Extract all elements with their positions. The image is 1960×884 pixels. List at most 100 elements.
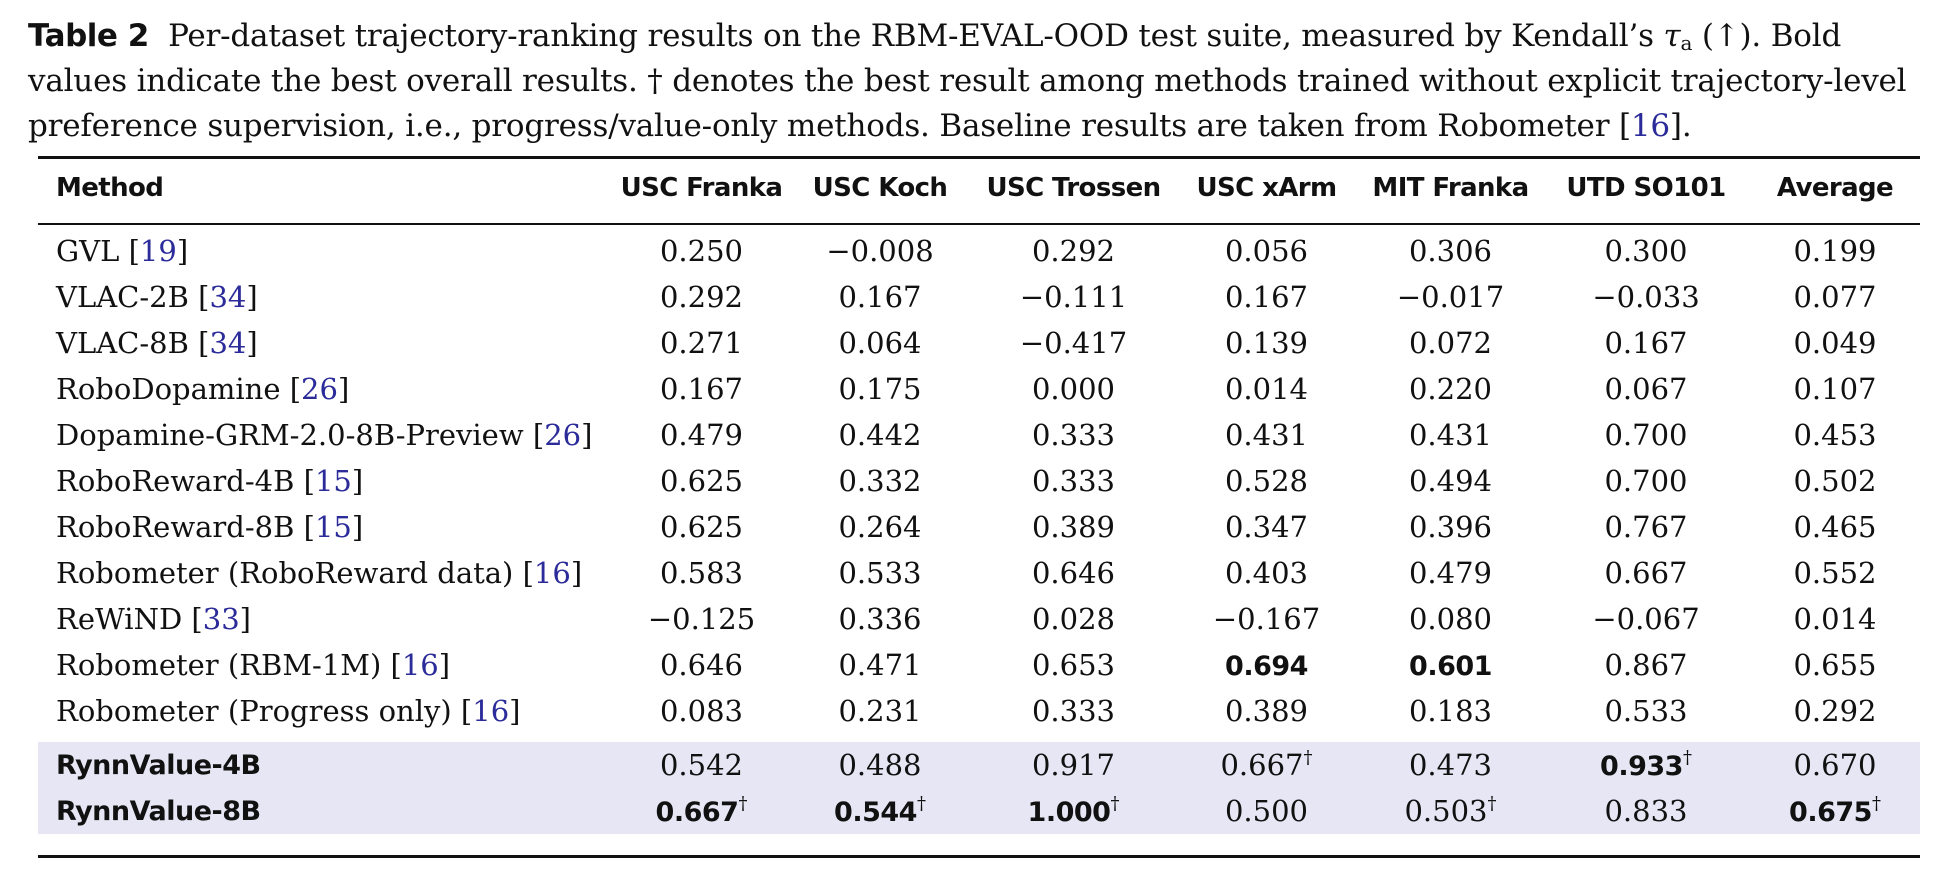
tau-subscript: a: [1680, 31, 1693, 55]
value: 0.453: [1793, 418, 1877, 452]
value-cell: 0.077: [1750, 274, 1920, 320]
dagger-mark: †: [1682, 747, 1692, 768]
value: 0.528: [1224, 464, 1309, 498]
value-cell: −0.033: [1542, 274, 1750, 320]
value: 0.583: [659, 556, 744, 590]
value: 0.389: [1224, 694, 1309, 728]
value: 0.306: [1408, 234, 1493, 268]
caption-label: Table 2: [28, 18, 149, 54]
value: −0.008: [826, 234, 934, 268]
value: 0.056: [1224, 234, 1309, 268]
value-cell: 0.601: [1359, 642, 1542, 688]
value-cell: 0.292: [1750, 688, 1920, 734]
method-name: RoboReward-8B: [56, 510, 295, 544]
value: 0.655: [1793, 648, 1877, 682]
value-cell: 0.000: [973, 366, 1174, 412]
table-row: Dopamine-GRM-2.0-8B-Preview [26] 0.479 0.4…: [38, 412, 1920, 458]
value: −0.125: [647, 602, 756, 636]
citation-link[interactable]: 16: [533, 556, 571, 590]
value-cell: 0.533: [1542, 688, 1750, 734]
header-mit-franka: MIT Franka: [1372, 173, 1529, 203]
method-cell: RoboReward-8B [15]: [56, 510, 364, 544]
ours-value-cell: 0.917: [973, 742, 1174, 788]
value: 0.336: [838, 602, 922, 636]
caption-text-1: Per-dataset trajectory-ranking results o…: [168, 18, 1664, 54]
value: 0.014: [1224, 372, 1309, 406]
header-usc-koch: USC Koch: [812, 173, 948, 203]
baseline-rows: GVL [19] 0.250 −0.008 0.292 0.056 0.306 0.300 0…: [38, 218, 1920, 734]
value: 0.000: [1031, 372, 1116, 406]
value: 0.867: [1604, 648, 1688, 682]
citation-link[interactable]: 26: [301, 372, 338, 406]
citation-link[interactable]: 26: [544, 418, 582, 452]
dagger-mark: †: [738, 793, 748, 814]
citation-link[interactable]: 19: [139, 234, 177, 268]
value-cell: 0.336: [787, 596, 973, 642]
value: 0.465: [1793, 510, 1877, 544]
value: 0.431: [1224, 418, 1309, 452]
value: 1.000: [1027, 797, 1111, 828]
header-rule: [38, 223, 1920, 225]
value-cell: 0.479: [616, 412, 787, 458]
citation-link[interactable]: 33: [202, 602, 240, 636]
value-cell: 0.167: [787, 274, 973, 320]
ours-value-cell: 0.667†: [616, 788, 787, 834]
top-rule: [38, 156, 1920, 159]
value-cell: 0.333: [973, 458, 1174, 504]
value: −0.033: [1592, 280, 1700, 314]
value: 0.220: [1408, 372, 1493, 406]
value: 0.292: [659, 280, 744, 314]
value-cell: 0.167: [616, 366, 787, 412]
results-table: Method USC Franka USC Koch USC Trossen U…: [38, 158, 1920, 834]
caption-text-3: ].: [1669, 108, 1692, 144]
value-cell: 0.064: [787, 320, 973, 366]
value: 0.933: [1600, 751, 1683, 782]
value-cell: 0.533: [787, 550, 973, 596]
value-cell: 0.403: [1174, 550, 1359, 596]
citation-link[interactable]: 16: [401, 648, 439, 682]
value: 0.667: [1604, 556, 1688, 590]
citation-link[interactable]: 15: [314, 510, 352, 544]
value-cell: 0.700: [1542, 458, 1750, 504]
method-cell: Robometer (RoboReward data) [16]: [56, 556, 583, 590]
value: 0.083: [659, 694, 744, 728]
citation-link[interactable]: 34: [209, 326, 247, 360]
value: 0.333: [1031, 464, 1116, 498]
header-usc-xarm: USC xArm: [1196, 173, 1338, 203]
citation-link[interactable]: 15: [314, 464, 352, 498]
value-cell: 0.389: [973, 504, 1174, 550]
method-name: Dopamine-GRM-2.0-8B-Preview: [56, 418, 524, 452]
value-cell: 0.389: [1174, 688, 1359, 734]
value: 0.700: [1604, 418, 1688, 452]
method-cell: Robometer (Progress only) [16]: [56, 694, 521, 728]
value-cell: 0.264: [787, 504, 973, 550]
value: −0.067: [1592, 602, 1700, 636]
method-name: ReWiND: [56, 602, 183, 636]
value-cell: 0.625: [616, 458, 787, 504]
citation-link[interactable]: 16: [472, 694, 510, 728]
value: 0.533: [1604, 694, 1688, 728]
value: 0.167: [838, 280, 922, 314]
value-cell: 0.107: [1750, 366, 1920, 412]
value-cell: 0.583: [616, 550, 787, 596]
value: 0.250: [659, 234, 744, 268]
value: 0.292: [1031, 234, 1116, 268]
table-row: RoboDopamine [26] 0.167 0.175 0.000 0.014 0.2…: [38, 366, 1920, 412]
value: 0.292: [1793, 694, 1877, 728]
value-cell: 0.250: [616, 218, 787, 274]
value-cell: −0.167: [1174, 596, 1359, 642]
value: 0.473: [1408, 748, 1493, 782]
value-cell: 0.625: [616, 504, 787, 550]
method-name: Robometer (RBM-1M): [56, 648, 382, 682]
caption-citation[interactable]: 16: [1630, 108, 1670, 144]
value-cell: 0.080: [1359, 596, 1542, 642]
value: 0.028: [1031, 602, 1116, 636]
citation-link[interactable]: 34: [209, 280, 247, 314]
ours-method-name: RynnValue-4B: [38, 742, 616, 788]
value-cell: 0.199: [1750, 218, 1920, 274]
value: 0.389: [1031, 510, 1116, 544]
value: 0.167: [1604, 326, 1688, 360]
value-cell: 0.431: [1174, 412, 1359, 458]
value-cell: 0.653: [973, 642, 1174, 688]
value-cell: 0.067: [1542, 366, 1750, 412]
